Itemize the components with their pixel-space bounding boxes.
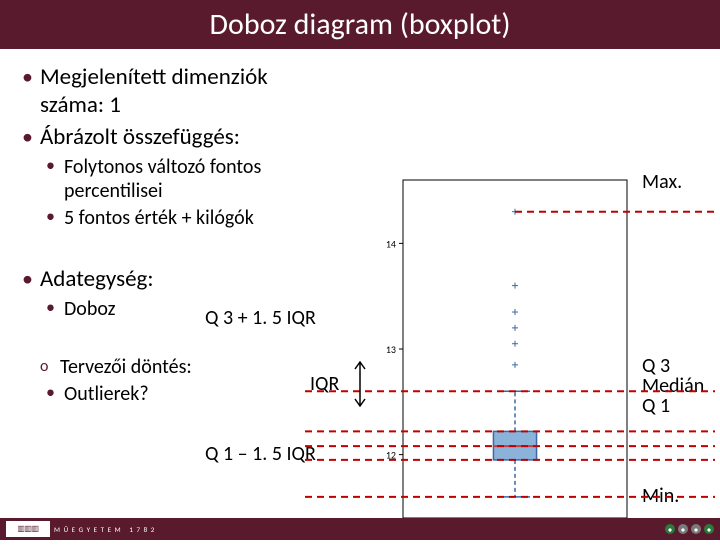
left-column: Megjelenített dimenziók száma: 1 Ábrázol… <box>18 63 328 406</box>
nav-dot-icon: ● <box>704 524 714 534</box>
nav-dot-icon: ● <box>691 524 701 534</box>
nav-dot-icon: ● <box>678 524 688 534</box>
footer-right: ● ● ● ● <box>665 524 714 534</box>
bullet-dimensions: Megjelenített dimenziók száma: 1 <box>18 63 328 119</box>
label-max: Max. <box>642 170 682 194</box>
slide-title: Doboz diagram (boxplot) <box>0 0 720 49</box>
label-iqr: IQR <box>310 372 339 396</box>
iqr-arrow-icon <box>350 359 370 409</box>
footer-left: ▥▥▥ M Ű E G Y E T E M 1 7 8 2 <box>6 521 155 537</box>
footer-logo-icon: ▥▥▥ <box>6 521 50 537</box>
svg-text:13: 13 <box>386 343 396 356</box>
label-q3-plus: Q 3 + 1. 5 IQR <box>205 306 316 330</box>
footer-bar: ▥▥▥ M Ű E G Y E T E M 1 7 8 2 ● ● ● ● <box>0 518 720 540</box>
bullet-percentiles: Folytonos változó fontos percentilisei <box>18 155 328 203</box>
bullet-relation: Ábrázolt összefüggés: <box>18 123 328 151</box>
bullet-data-unit: Adategység: <box>18 265 328 293</box>
boxplot-chart: 121314-0.4-0.200.20.4 <box>375 174 635 544</box>
label-q1-minus: Q 1 – 1. 5 IQR <box>205 442 316 466</box>
bullet-outliers: Outlierek? <box>18 382 328 406</box>
bullet-five-values: 5 fontos érték + kilógók <box>18 206 328 230</box>
bullet-design-decision: Tervezői döntés: <box>18 355 328 379</box>
footer-text: M Ű E G Y E T E M 1 7 8 2 <box>54 525 155 534</box>
label-q1: Q 1 <box>642 394 670 418</box>
chart-area: Q 3 + 1. 5 IQR IQR Q 1 – 1. 5 IQR Max. Q… <box>300 174 720 554</box>
slide-content: Megjelenített dimenziók száma: 1 Ábrázol… <box>0 49 720 406</box>
nav-dot-icon: ● <box>665 524 675 534</box>
svg-text:14: 14 <box>386 237 396 250</box>
